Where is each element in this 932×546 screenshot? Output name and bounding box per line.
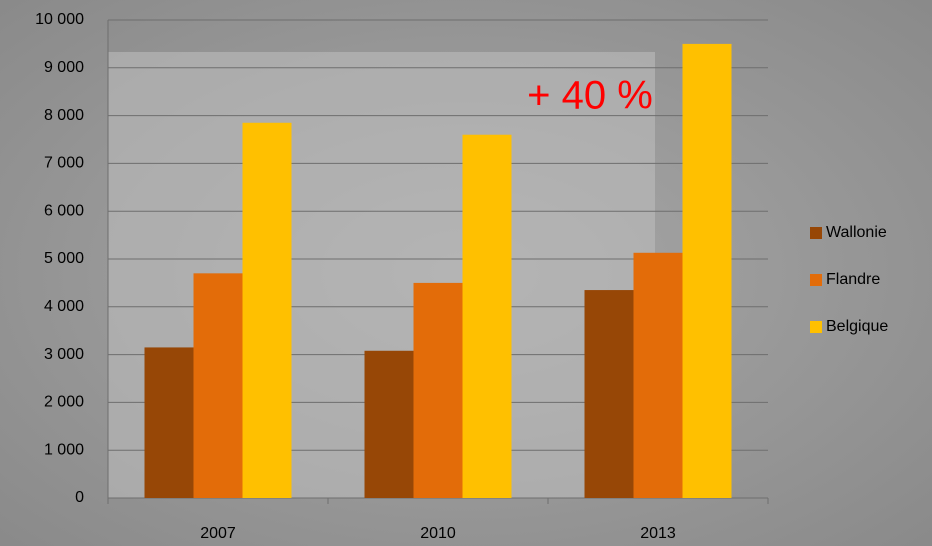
bar: [462, 134, 512, 498]
annotation: + 40 %: [527, 74, 653, 118]
y-tick-label: 5 000: [44, 250, 84, 267]
legend-swatch: [810, 321, 822, 333]
y-tick-label: 10 000: [35, 11, 84, 28]
bar: [682, 43, 732, 499]
y-tick-label: 9 000: [44, 59, 84, 76]
bar: [584, 290, 634, 498]
legend-label: Belgique: [826, 318, 888, 335]
y-tick-label: 4 000: [44, 298, 84, 315]
legend-swatch: [810, 274, 822, 286]
y-tick-label: 7 000: [44, 155, 84, 172]
legend-swatch: [810, 227, 822, 239]
x-tick-label: 2010: [420, 525, 456, 542]
bar: [193, 273, 243, 498]
bar: [364, 350, 414, 498]
y-tick-label: 8 000: [44, 107, 84, 124]
y-tick-label: 0: [75, 489, 84, 506]
y-tick-label: 2 000: [44, 394, 84, 411]
x-tick-label: 2007: [200, 525, 236, 542]
x-tick-label: 2013: [640, 525, 676, 542]
y-tick-label: 3 000: [44, 346, 84, 363]
bar: [633, 252, 683, 498]
bar: [413, 282, 463, 498]
y-tick-label: 1 000: [44, 441, 84, 458]
bar: [242, 122, 292, 499]
y-tick-label: 6 000: [44, 202, 84, 219]
bar: [144, 347, 194, 498]
legend-label: Wallonie: [826, 224, 887, 241]
legend-label: Flandre: [826, 271, 880, 288]
